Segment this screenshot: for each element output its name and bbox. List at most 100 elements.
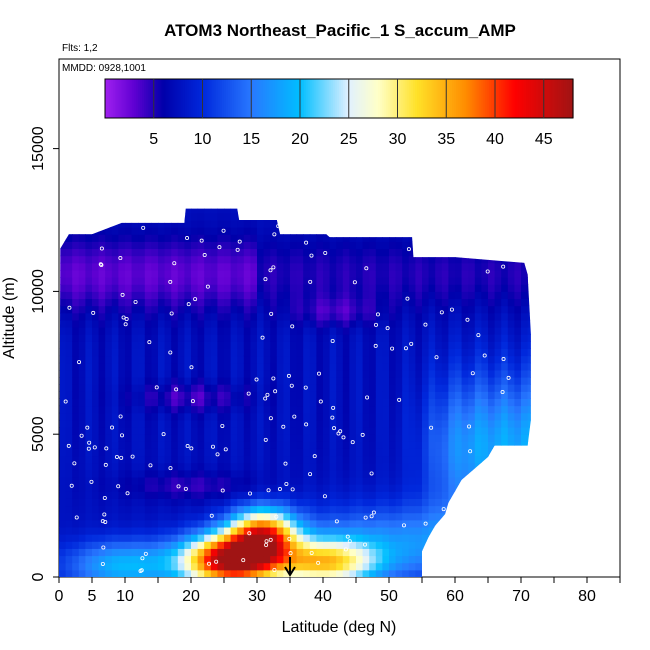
heatmap-cell [204, 562, 212, 571]
heatmap-cell [270, 391, 278, 399]
heatmap-cell [415, 448, 423, 457]
heatmap-cell [263, 327, 271, 335]
heatmap-cell [105, 555, 113, 564]
heatmap-cell [197, 541, 205, 549]
heatmap-cell [105, 348, 113, 357]
heatmap-cell [283, 291, 291, 300]
heatmap-cell [125, 248, 133, 257]
colorbar-segment [280, 79, 284, 118]
heatmap-cell [59, 312, 67, 321]
heatmap-cell [184, 384, 192, 392]
heatmap-cell [224, 355, 232, 364]
heatmap-cell [342, 277, 350, 285]
heatmap-cell [362, 477, 370, 485]
heatmap-cell [237, 441, 245, 449]
heatmap-cell [125, 512, 133, 521]
heatmap-cell [369, 362, 377, 371]
heatmap-cell [395, 562, 403, 571]
heatmap-cell [171, 234, 179, 242]
heatmap-cell [316, 355, 324, 364]
heatmap-cell [290, 284, 298, 292]
heatmap-cell [488, 319, 496, 328]
colorbar-segment [559, 79, 562, 118]
heatmap-cell [329, 262, 337, 271]
heatmap-cell [191, 241, 199, 250]
heatmap-cell [303, 519, 311, 528]
heatmap-cell [507, 327, 515, 335]
heatmap-cell [474, 441, 482, 449]
heatmap-cell [243, 334, 251, 342]
heatmap-cell [389, 377, 397, 385]
heatmap-cell [342, 234, 350, 242]
heatmap-cell [296, 427, 304, 435]
heatmap-cell [78, 334, 86, 342]
heatmap-cell [125, 555, 133, 564]
heatmap-cell [237, 427, 245, 435]
heatmap-cell [514, 434, 522, 442]
heatmap-cell [283, 448, 291, 457]
heatmap-cell [210, 505, 218, 514]
heatmap-cell [138, 348, 146, 357]
heatmap-cell [111, 569, 119, 577]
colorbar-segment [448, 79, 451, 118]
heatmap-cell [158, 398, 166, 407]
heatmap-cell [131, 384, 139, 392]
heatmap-cell [283, 269, 291, 278]
heatmap-cell [125, 534, 133, 542]
heatmap-cell [177, 334, 185, 342]
heatmap-cell [131, 248, 139, 257]
heatmap-cell [375, 398, 383, 407]
heatmap-cell [257, 448, 265, 457]
heatmap-cell [382, 484, 390, 492]
heatmap-cell [290, 505, 298, 514]
heatmap-cell [362, 327, 370, 335]
heatmap-cell [270, 541, 278, 549]
heatmap-cell [468, 434, 476, 442]
heatmap-cell [303, 305, 311, 314]
heatmap-cell [415, 477, 423, 485]
heatmap-cell [461, 391, 469, 399]
heatmap-cell [389, 398, 397, 407]
sample-points [63, 222, 511, 573]
heatmap-cell [158, 255, 166, 264]
heatmap-cell [144, 484, 152, 492]
colorbar-segment [344, 79, 348, 118]
heatmap-cell [217, 348, 225, 357]
heatmap-cell [455, 355, 463, 364]
heatmap-cell [349, 412, 357, 421]
heatmap-cell [204, 469, 212, 478]
heatmap-cell [144, 491, 152, 499]
heatmap-cell [257, 355, 265, 364]
colorbar-segment [407, 79, 410, 118]
heatmap-cell [125, 277, 133, 285]
heatmap-cell [191, 434, 199, 442]
heatmap-cell [78, 562, 86, 571]
heatmap-cell [85, 284, 93, 292]
sample-point [449, 307, 454, 312]
heatmap-cell [468, 369, 476, 378]
heatmap-cell [59, 327, 67, 335]
heatmap-cell [309, 305, 317, 314]
heatmap-cell [144, 277, 152, 285]
heatmap-cell [59, 334, 67, 342]
heatmap-cell [111, 398, 119, 407]
heatmap-cell [481, 312, 489, 321]
heatmap-cell [415, 391, 423, 399]
heatmap-cell [125, 384, 133, 392]
colorbar-segment [557, 79, 560, 118]
heatmap-cell [257, 348, 265, 357]
heatmap-cell [474, 341, 482, 350]
heatmap-cell [494, 327, 502, 335]
heatmap-cell [92, 348, 100, 357]
chart-title: ATOM3 Northeast_Pacific_1 S_accum_AMP [164, 21, 516, 40]
heatmap-cell [230, 369, 238, 378]
heatmap-cell [488, 341, 496, 350]
sample-point [241, 558, 246, 563]
heatmap-cell [230, 469, 238, 478]
colorbar-segment [535, 79, 539, 118]
heatmap-cell [415, 534, 423, 542]
heatmap-cell [105, 548, 113, 557]
heatmap-cell [369, 477, 377, 485]
heatmap-cell [428, 505, 436, 514]
heatmap-cell [171, 262, 179, 271]
